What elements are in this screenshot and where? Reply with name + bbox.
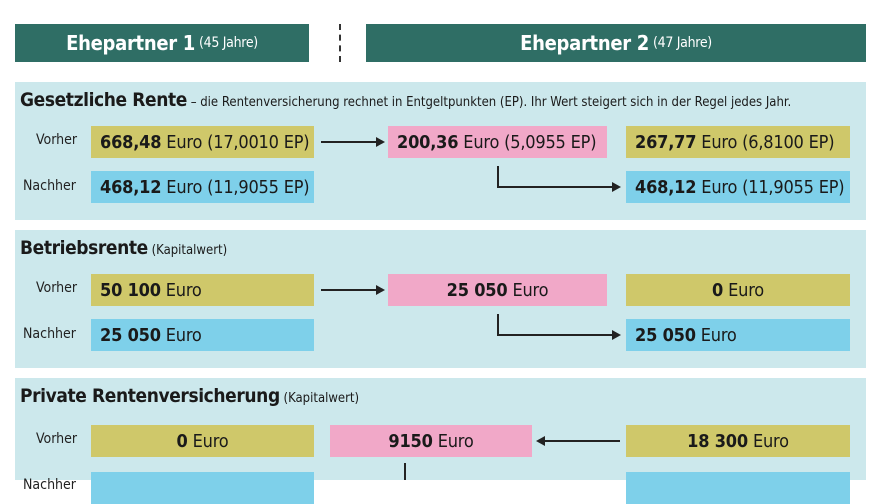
- p2-vorher-unit: Euro: [728, 279, 764, 301]
- arrow-right-icon: [612, 330, 621, 340]
- row-label-vorher: Vorher: [36, 280, 78, 296]
- arrow-line: [544, 440, 620, 442]
- p2-vorher-unit: Euro: [752, 430, 789, 452]
- transfer-unit: Euro (5,0955 EP): [463, 131, 597, 153]
- panel-private-rentenversicherung: Private Rentenversicherung (Kapitalwert)…: [15, 378, 866, 504]
- p1-vorher-value: 50 100 Euro: [91, 274, 314, 306]
- p1-nachher-unit: Euro: [165, 324, 202, 346]
- panel-betriebsrente: Betriebsrente (Kapitalwert) Vorher Nachh…: [15, 230, 866, 368]
- p2-vorher-amount: 0: [712, 279, 724, 301]
- p1-nachher-amount: 25 050: [100, 324, 161, 346]
- p1-vorher-unit: Euro: [192, 430, 229, 452]
- p1-vorher-unit: Euro (17,0010 EP): [166, 131, 310, 153]
- p1-nachher-unit: Euro (11,9055 EP): [166, 176, 310, 198]
- p2-vorher-value: 18 300 Euro: [626, 425, 850, 457]
- partner1-header: Ehepartner 1 (45 Jahre): [15, 24, 309, 62]
- p1-vorher-value: 668,48 Euro (17,0010 EP): [91, 126, 314, 158]
- elbow-line-horizontal: [497, 186, 613, 188]
- elbow-line-vertical: [404, 463, 406, 480]
- p1-nachher-value: 468,12 Euro (11,9055 EP): [91, 171, 314, 203]
- privat-subtitle: (Kapitalwert): [279, 391, 360, 406]
- transfer-unit: Euro: [512, 279, 549, 301]
- p1-vorher-value: 0 Euro: [91, 425, 314, 457]
- p2-vorher-amount: 267,77: [635, 131, 697, 153]
- transfer-value: 9150 Euro: [330, 425, 532, 457]
- row-label-nachher: Nachher: [23, 326, 76, 342]
- transfer-amount: 200,36: [397, 131, 459, 153]
- arrow-line: [321, 289, 377, 291]
- gesetzliche-subtitle: – die Rentenversicherung rechnet in Entg…: [186, 95, 792, 110]
- elbow-line-vertical: [497, 166, 499, 187]
- partner1-age: (45 Jahre): [199, 35, 258, 51]
- partner2-age: (47 Jahre): [653, 35, 712, 51]
- arrow-right-icon: [376, 285, 385, 295]
- p1-nachher-value: 25 050 Euro: [91, 319, 314, 351]
- header-divider: [339, 24, 341, 62]
- panel-gesetzliche-rente: Gesetzliche Rente – die Rentenversicheru…: [15, 82, 866, 220]
- p2-nachher-value: 25 050 Euro: [626, 319, 850, 351]
- transfer-amount: 9150: [388, 430, 433, 452]
- p2-vorher-value: 267,77 Euro (6,8100 EP): [626, 126, 850, 158]
- p2-vorher-value: 0 Euro: [626, 274, 850, 306]
- p2-nachher-unit: Euro (11,9055 EP): [701, 176, 845, 198]
- partner1-name: Ehepartner 1: [66, 31, 195, 55]
- panel-title: Betriebsrente (Kapitalwert): [20, 237, 227, 259]
- arrow-right-icon: [612, 182, 621, 192]
- betrieb-subtitle: (Kapitalwert): [147, 243, 228, 258]
- p1-vorher-amount: 668,48: [100, 131, 162, 153]
- transfer-value: 200,36 Euro (5,0955 EP): [388, 126, 607, 158]
- p2-vorher-amount: 18 300: [687, 430, 748, 452]
- transfer-amount: 25 050: [446, 279, 508, 301]
- p1-vorher-amount: 0: [176, 430, 188, 452]
- row-label-nachher: Nachher: [23, 178, 76, 194]
- arrow-line: [321, 141, 377, 143]
- p2-nachher-value-partial: [626, 472, 850, 504]
- betrieb-title: Betriebsrente: [20, 237, 148, 259]
- p2-nachher-value: 468,12 Euro (11,9055 EP): [626, 171, 850, 203]
- p2-nachher-unit: Euro: [700, 324, 737, 346]
- privat-title: Private Rentenversicherung: [20, 385, 280, 407]
- p2-nachher-amount: 468,12: [635, 176, 697, 198]
- p1-nachher-value-partial: [91, 472, 314, 504]
- elbow-line-vertical: [497, 314, 499, 335]
- elbow-line-horizontal: [497, 334, 613, 336]
- gesetzliche-title: Gesetzliche Rente: [20, 89, 187, 111]
- p2-nachher-amount: 25 050: [635, 324, 696, 346]
- p2-vorher-unit: Euro (6,8100 EP): [701, 131, 835, 153]
- p1-nachher-amount: 468,12: [100, 176, 162, 198]
- partner2-name: Ehepartner 2: [520, 31, 649, 55]
- row-label-nachher: Nachher: [23, 477, 76, 493]
- partner2-header: Ehepartner 2 (47 Jahre): [366, 24, 866, 62]
- p1-vorher-amount: 50 100: [100, 279, 161, 301]
- panel-title: Gesetzliche Rente – die Rentenversicheru…: [20, 89, 791, 111]
- p1-vorher-unit: Euro: [165, 279, 202, 301]
- panel-title: Private Rentenversicherung (Kapitalwert): [20, 385, 359, 407]
- row-label-vorher: Vorher: [36, 431, 78, 447]
- arrow-right-icon: [376, 137, 385, 147]
- row-label-vorher: Vorher: [36, 132, 78, 148]
- transfer-value: 25 050 Euro: [388, 274, 607, 306]
- arrow-left-icon: [536, 436, 545, 446]
- transfer-unit: Euro: [437, 430, 474, 452]
